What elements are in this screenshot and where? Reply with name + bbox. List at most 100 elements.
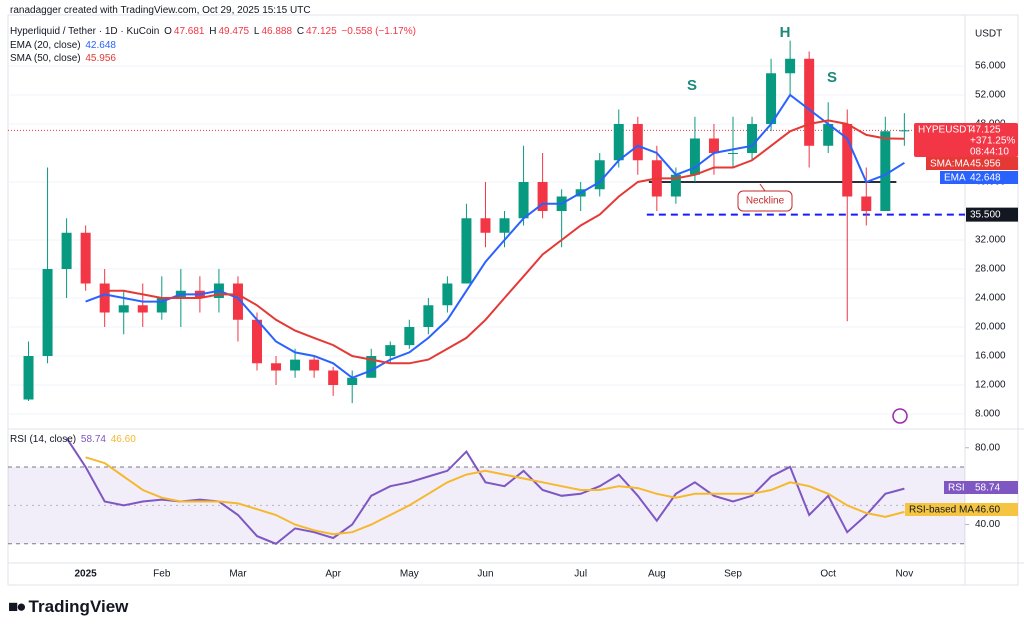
brand: TradingView [28, 597, 129, 616]
sma-tag [926, 157, 1018, 170]
candle-body [271, 363, 282, 371]
rsi-ma-tag-name: RSI-based MA [909, 505, 974, 516]
ohlc-value: 46.888 [261, 26, 293, 37]
y-tick-label: 20.000 [975, 322, 1006, 333]
candle-body [442, 283, 453, 306]
ohlc-label: C [296, 26, 305, 37]
candle-body [366, 356, 377, 378]
ema-tag [940, 171, 1018, 184]
ohlc-value: 49.475 [218, 26, 250, 37]
rsi-tag-name: RSI [948, 483, 965, 494]
candle-body [385, 345, 396, 357]
sma-tag-value: 45.956 [970, 159, 1001, 170]
candle-body [670, 174, 681, 197]
series-line [65, 437, 905, 545]
candle-body [785, 58, 796, 74]
neckline-label: Neckline [746, 196, 785, 207]
x-tick-label: Mar [229, 569, 247, 580]
support-tag-label: 35.500 [970, 209, 1001, 220]
pattern-label: H [780, 24, 791, 41]
candle-body [328, 370, 339, 386]
rsi-ma-tag [905, 503, 1018, 516]
ohlc-value: 47.681 [173, 26, 205, 37]
candle-body [823, 124, 834, 146]
legend-value: 45.956 [85, 53, 116, 64]
candle-body [499, 218, 510, 233]
candle-body [766, 73, 777, 125]
sma-tag-name: SMA:MA [930, 159, 970, 170]
alert-icon [892, 408, 908, 424]
candle-body [290, 359, 301, 371]
candle-body [689, 138, 700, 175]
candle-body [404, 327, 415, 346]
y-tick-label: 52.000 [975, 90, 1006, 101]
candle-body [708, 138, 719, 154]
y-tick-label: 16.000 [975, 351, 1006, 362]
candle-body [632, 124, 643, 161]
ohlc-label: L [253, 26, 260, 37]
rsi-band [8, 466, 965, 544]
candle-body [347, 377, 358, 386]
candle-body [23, 356, 34, 400]
price-tag-symbol: HYPEUSDT [918, 125, 972, 136]
y-tick-label: 80.00 [975, 442, 1000, 453]
logo-icon: ■● [8, 597, 26, 616]
ohlc-label: O [164, 26, 172, 37]
legend-value: 58.74 [80, 434, 106, 445]
candle-body [518, 182, 529, 219]
chart-border [7, 14, 1019, 586]
y-tick-label: 56.000 [975, 61, 1006, 72]
y-tick-label: 12.000 [975, 380, 1006, 391]
support-tag [966, 207, 1018, 222]
ema-tag-name: EMA [944, 173, 966, 184]
x-tick-label: Jun [477, 569, 493, 580]
change: −0.558 (−1.17%) [341, 26, 416, 37]
candle-body [861, 196, 872, 212]
candle-body [80, 232, 91, 284]
candle-body [880, 131, 891, 212]
footer: ■● TradingView [8, 597, 128, 617]
candle-body [137, 305, 148, 313]
ema-legend: EMA (20, close) 42.648 [10, 40, 118, 51]
sma-legend: SMA (50, close) 45.956 [10, 53, 118, 64]
candle-body [899, 130, 910, 132]
x-tick-label: Aug [648, 569, 666, 580]
candle-body [232, 283, 243, 320]
x-tick-label: Jul [574, 569, 587, 580]
x-tick-label: Sep [724, 569, 742, 580]
candle-body [537, 182, 548, 212]
y-tick-label: 40.00 [975, 519, 1000, 530]
candle-body [309, 359, 320, 371]
series-line [104, 119, 905, 365]
price-tag-change: +371.25% [970, 136, 1015, 147]
candle-body [480, 218, 491, 233]
pattern-label: S [827, 69, 837, 86]
x-tick-label: Nov [895, 569, 913, 580]
x-tick-label: Oct [820, 569, 836, 580]
x-tick-label: Feb [153, 569, 171, 580]
candle-body [747, 124, 758, 154]
legend-name: EMA (20, close) [10, 40, 81, 51]
x-tick-label: 2025 [75, 569, 98, 580]
legend-name: SMA (50, close) [10, 53, 81, 64]
price-tag [914, 123, 1018, 157]
ohlc-value: 47.125 [306, 26, 337, 37]
y-tick-label: 32.000 [975, 235, 1006, 246]
candle-body [594, 160, 605, 190]
price-tag-countdown: 08:44:10 [970, 147, 1009, 158]
candle-body [156, 298, 167, 313]
neckline-pointer [759, 183, 766, 192]
legend-name: RSI (14, close) [10, 434, 77, 445]
price-tag-price: 47.125 [970, 125, 1001, 136]
candle-body [804, 58, 815, 146]
candle-body [613, 124, 624, 161]
rsi-ma-tag-value: 46.60 [975, 505, 1000, 516]
candle-body [118, 305, 129, 313]
symbol-row: Hyperliquid / Tether · 1D · KuCoin O 47.6… [10, 26, 418, 37]
candle-body [423, 305, 434, 328]
candle-body [42, 269, 53, 357]
symbol: Hyperliquid / Tether · 1D · KuCoin [10, 26, 160, 37]
